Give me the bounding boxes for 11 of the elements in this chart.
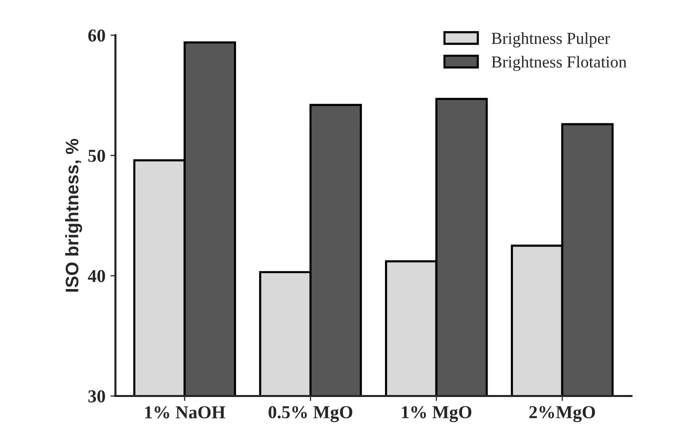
legend-label: Brightness Pulper xyxy=(492,32,610,48)
y-tick-label: 40 xyxy=(88,270,106,282)
x-tick-label: 2%MgO xyxy=(529,406,595,422)
y-tick-label: 50 xyxy=(88,150,106,162)
x-tick-label: 0.5% MgO xyxy=(268,406,352,422)
y-axis-title: ISO brightness, % xyxy=(65,138,82,292)
y-tick-label: 30 xyxy=(88,390,106,402)
x-tick-label: 1% MgO xyxy=(402,406,472,422)
legend-label: Brightness Flotation xyxy=(492,56,627,72)
x-tick-label: 1% NaOH xyxy=(145,406,226,418)
y-tick-label: 60 xyxy=(88,29,106,42)
